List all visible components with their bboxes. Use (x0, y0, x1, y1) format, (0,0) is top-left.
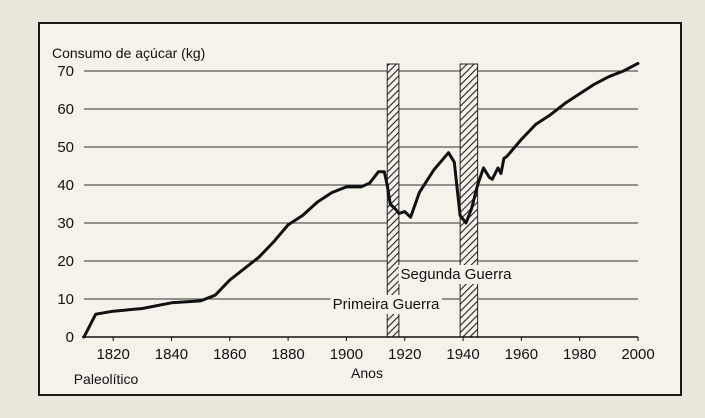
y-tick-label: 70 (57, 63, 74, 80)
x-tick-label: 1880 (271, 346, 304, 363)
y-axis-title: Consumo de açúcar (kg) (52, 45, 205, 61)
y-tick-label: 30 (57, 215, 74, 232)
war-label-segunda: Segunda Guerra (401, 266, 513, 283)
x-tick-label: 1940 (446, 346, 479, 363)
y-tick-label: 20 (57, 253, 74, 270)
y-tick-label: 0 (66, 329, 74, 346)
y-tick-label: 40 (57, 177, 74, 194)
war-label-background (330, 295, 442, 314)
y-tick-label: 60 (57, 101, 74, 118)
y-tick-label: 50 (57, 139, 74, 156)
x-tick-label: 1980 (563, 346, 596, 363)
x-axis-title: Anos (351, 365, 383, 381)
x-tick-label: 1960 (505, 346, 538, 363)
x-tick-label: 1860 (213, 346, 246, 363)
x-tick-label: 2000 (621, 346, 654, 363)
x-tick-label: 1920 (388, 346, 421, 363)
x-origin-label: Paleolítico (74, 371, 139, 387)
x-tick-label: 1840 (155, 346, 188, 363)
x-tick-label: 1820 (96, 346, 129, 363)
x-tick-label: 1900 (330, 346, 363, 363)
war-label-background (398, 265, 515, 284)
war-label-primeira: Primeira Guerra (333, 296, 440, 313)
sugar-consumption-line (82, 61, 640, 339)
chart-frame (38, 22, 682, 396)
y-tick-label: 10 (57, 291, 74, 308)
